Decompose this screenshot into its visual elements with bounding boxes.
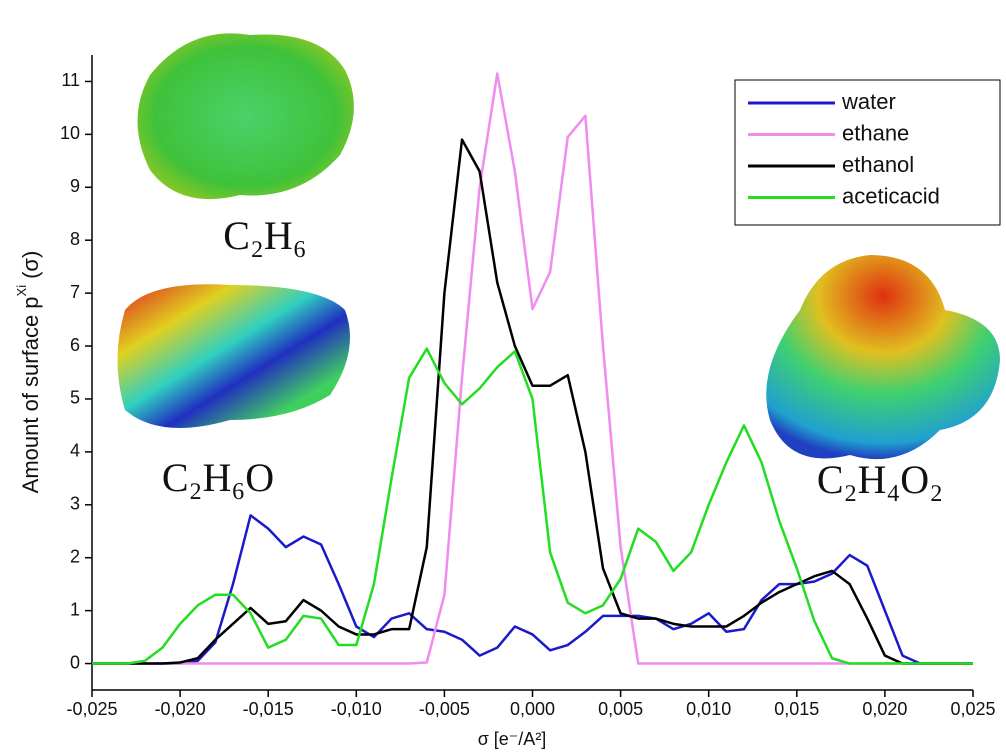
- y-tick-label: 5: [70, 388, 80, 408]
- annotation: C₂H₆O: [162, 455, 274, 500]
- x-tick-label: 0,020: [862, 699, 907, 719]
- x-tick-label: -0,025: [66, 699, 117, 719]
- x-axis-title: σ [e⁻/A²]: [478, 729, 547, 749]
- y-label-sup: Xi: [14, 285, 29, 297]
- annotation: C₂H₄O₂: [817, 457, 943, 502]
- series-line: [92, 72, 973, 665]
- x-tick-label: 0,005: [598, 699, 643, 719]
- legend-label: aceticacid: [842, 183, 940, 208]
- y-tick-label: 10: [60, 123, 80, 143]
- series-line: [92, 347, 973, 665]
- annotation: C₂H₆: [223, 213, 306, 258]
- y-tick-label: 4: [70, 441, 80, 461]
- x-tick-label: -0,020: [155, 699, 206, 719]
- molecule-images: [117, 33, 1000, 460]
- y-tick-label: 8: [70, 229, 80, 249]
- legend-label: water: [841, 89, 896, 114]
- x-tick-label: -0,010: [331, 699, 382, 719]
- y-label-suffix: (σ): [18, 251, 43, 279]
- legend-label: ethane: [842, 120, 909, 145]
- y-tick-label: 9: [70, 176, 80, 196]
- series-line: [92, 514, 973, 665]
- molecule-c2h6o: [117, 284, 350, 428]
- y-tick-label: 1: [70, 599, 80, 619]
- y-tick-label: 0: [70, 652, 80, 672]
- series-line: [92, 138, 973, 665]
- y-tick-label: 6: [70, 335, 80, 355]
- x-tick-label: -0,005: [419, 699, 470, 719]
- y-tick-label: 3: [70, 494, 80, 514]
- y-label: Amount of surface p: [18, 296, 43, 493]
- molecule-c2h6: [137, 33, 354, 200]
- x-tick-label: -0,015: [243, 699, 294, 719]
- y-tick-label: 2: [70, 546, 80, 566]
- y-axis-title: Amount of surface pXi (σ): [14, 251, 42, 494]
- x-tick-label: 0,025: [950, 699, 995, 719]
- y-tick-label: 7: [70, 282, 80, 302]
- x-tick-label: 0,000: [510, 699, 555, 719]
- molecule-c2h4o2: [766, 255, 1000, 460]
- x-tick-label: 0,015: [774, 699, 819, 719]
- x-tick-label: 0,010: [686, 699, 731, 719]
- y-tick-label: 11: [61, 70, 80, 90]
- legend-label: ethanol: [842, 152, 914, 177]
